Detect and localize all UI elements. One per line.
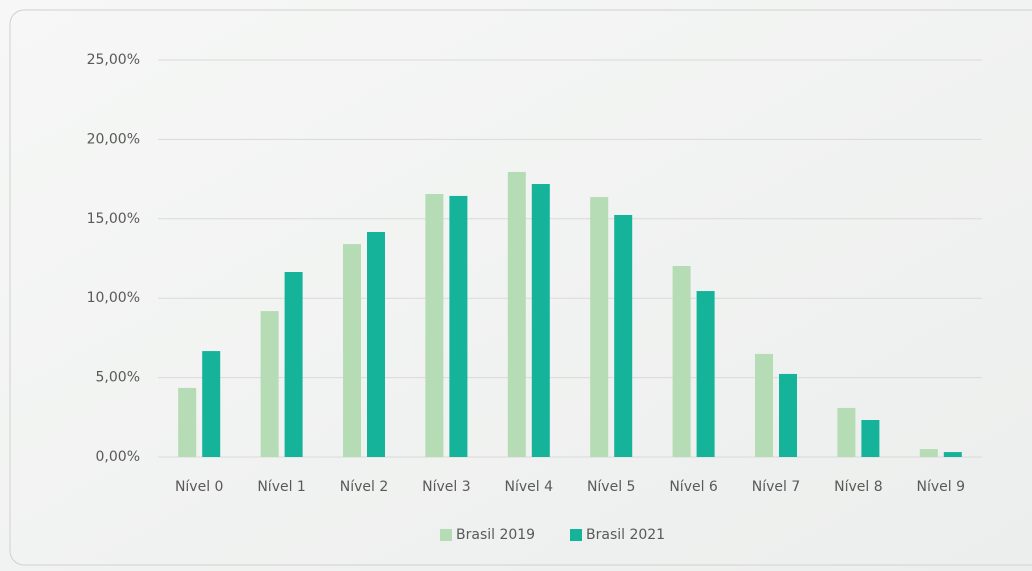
legend-label: Brasil 2019 xyxy=(456,527,535,543)
y-tick-label: 5,00% xyxy=(96,370,140,386)
x-tick-label: Nível 1 xyxy=(257,479,306,495)
legend-label: Brasil 2021 xyxy=(586,527,665,543)
bar xyxy=(943,452,962,457)
x-tick-label: Nível 7 xyxy=(752,479,801,495)
bar xyxy=(449,195,468,457)
legend-swatch xyxy=(440,529,452,541)
bar xyxy=(178,387,197,457)
x-tick-label: Nível 2 xyxy=(340,479,389,495)
y-tick-label: 10,00% xyxy=(87,290,140,306)
x-tick-label: Nível 6 xyxy=(669,479,718,495)
bar xyxy=(779,373,797,457)
x-tick-label: Nível 4 xyxy=(505,479,554,495)
bar xyxy=(672,265,691,457)
y-tick-label: 25,00% xyxy=(87,52,140,68)
x-tick-label: Nível 5 xyxy=(587,479,636,495)
y-tick-label: 0,00% xyxy=(96,449,140,465)
bar xyxy=(755,353,773,457)
bar xyxy=(590,197,609,457)
bar xyxy=(614,214,633,457)
bar xyxy=(919,449,938,457)
y-tick-label: 20,00% xyxy=(87,131,140,147)
bar xyxy=(696,291,715,457)
chart-frame xyxy=(9,9,1032,566)
legend-swatch xyxy=(570,529,582,541)
bar xyxy=(260,311,279,457)
x-tick-label: Nível 8 xyxy=(834,479,883,495)
bar xyxy=(367,231,385,457)
bar xyxy=(507,171,526,458)
x-tick-label: Nível 3 xyxy=(422,479,471,495)
bar xyxy=(202,351,221,457)
bar xyxy=(284,271,303,457)
bar xyxy=(425,194,444,457)
x-tick-label: Nível 9 xyxy=(917,479,966,495)
y-tick-label: 15,00% xyxy=(87,211,140,227)
bar xyxy=(343,244,361,457)
x-tick-label: Nível 0 xyxy=(175,479,224,495)
bar xyxy=(837,407,856,457)
bar xyxy=(861,419,880,457)
bar xyxy=(531,184,550,457)
